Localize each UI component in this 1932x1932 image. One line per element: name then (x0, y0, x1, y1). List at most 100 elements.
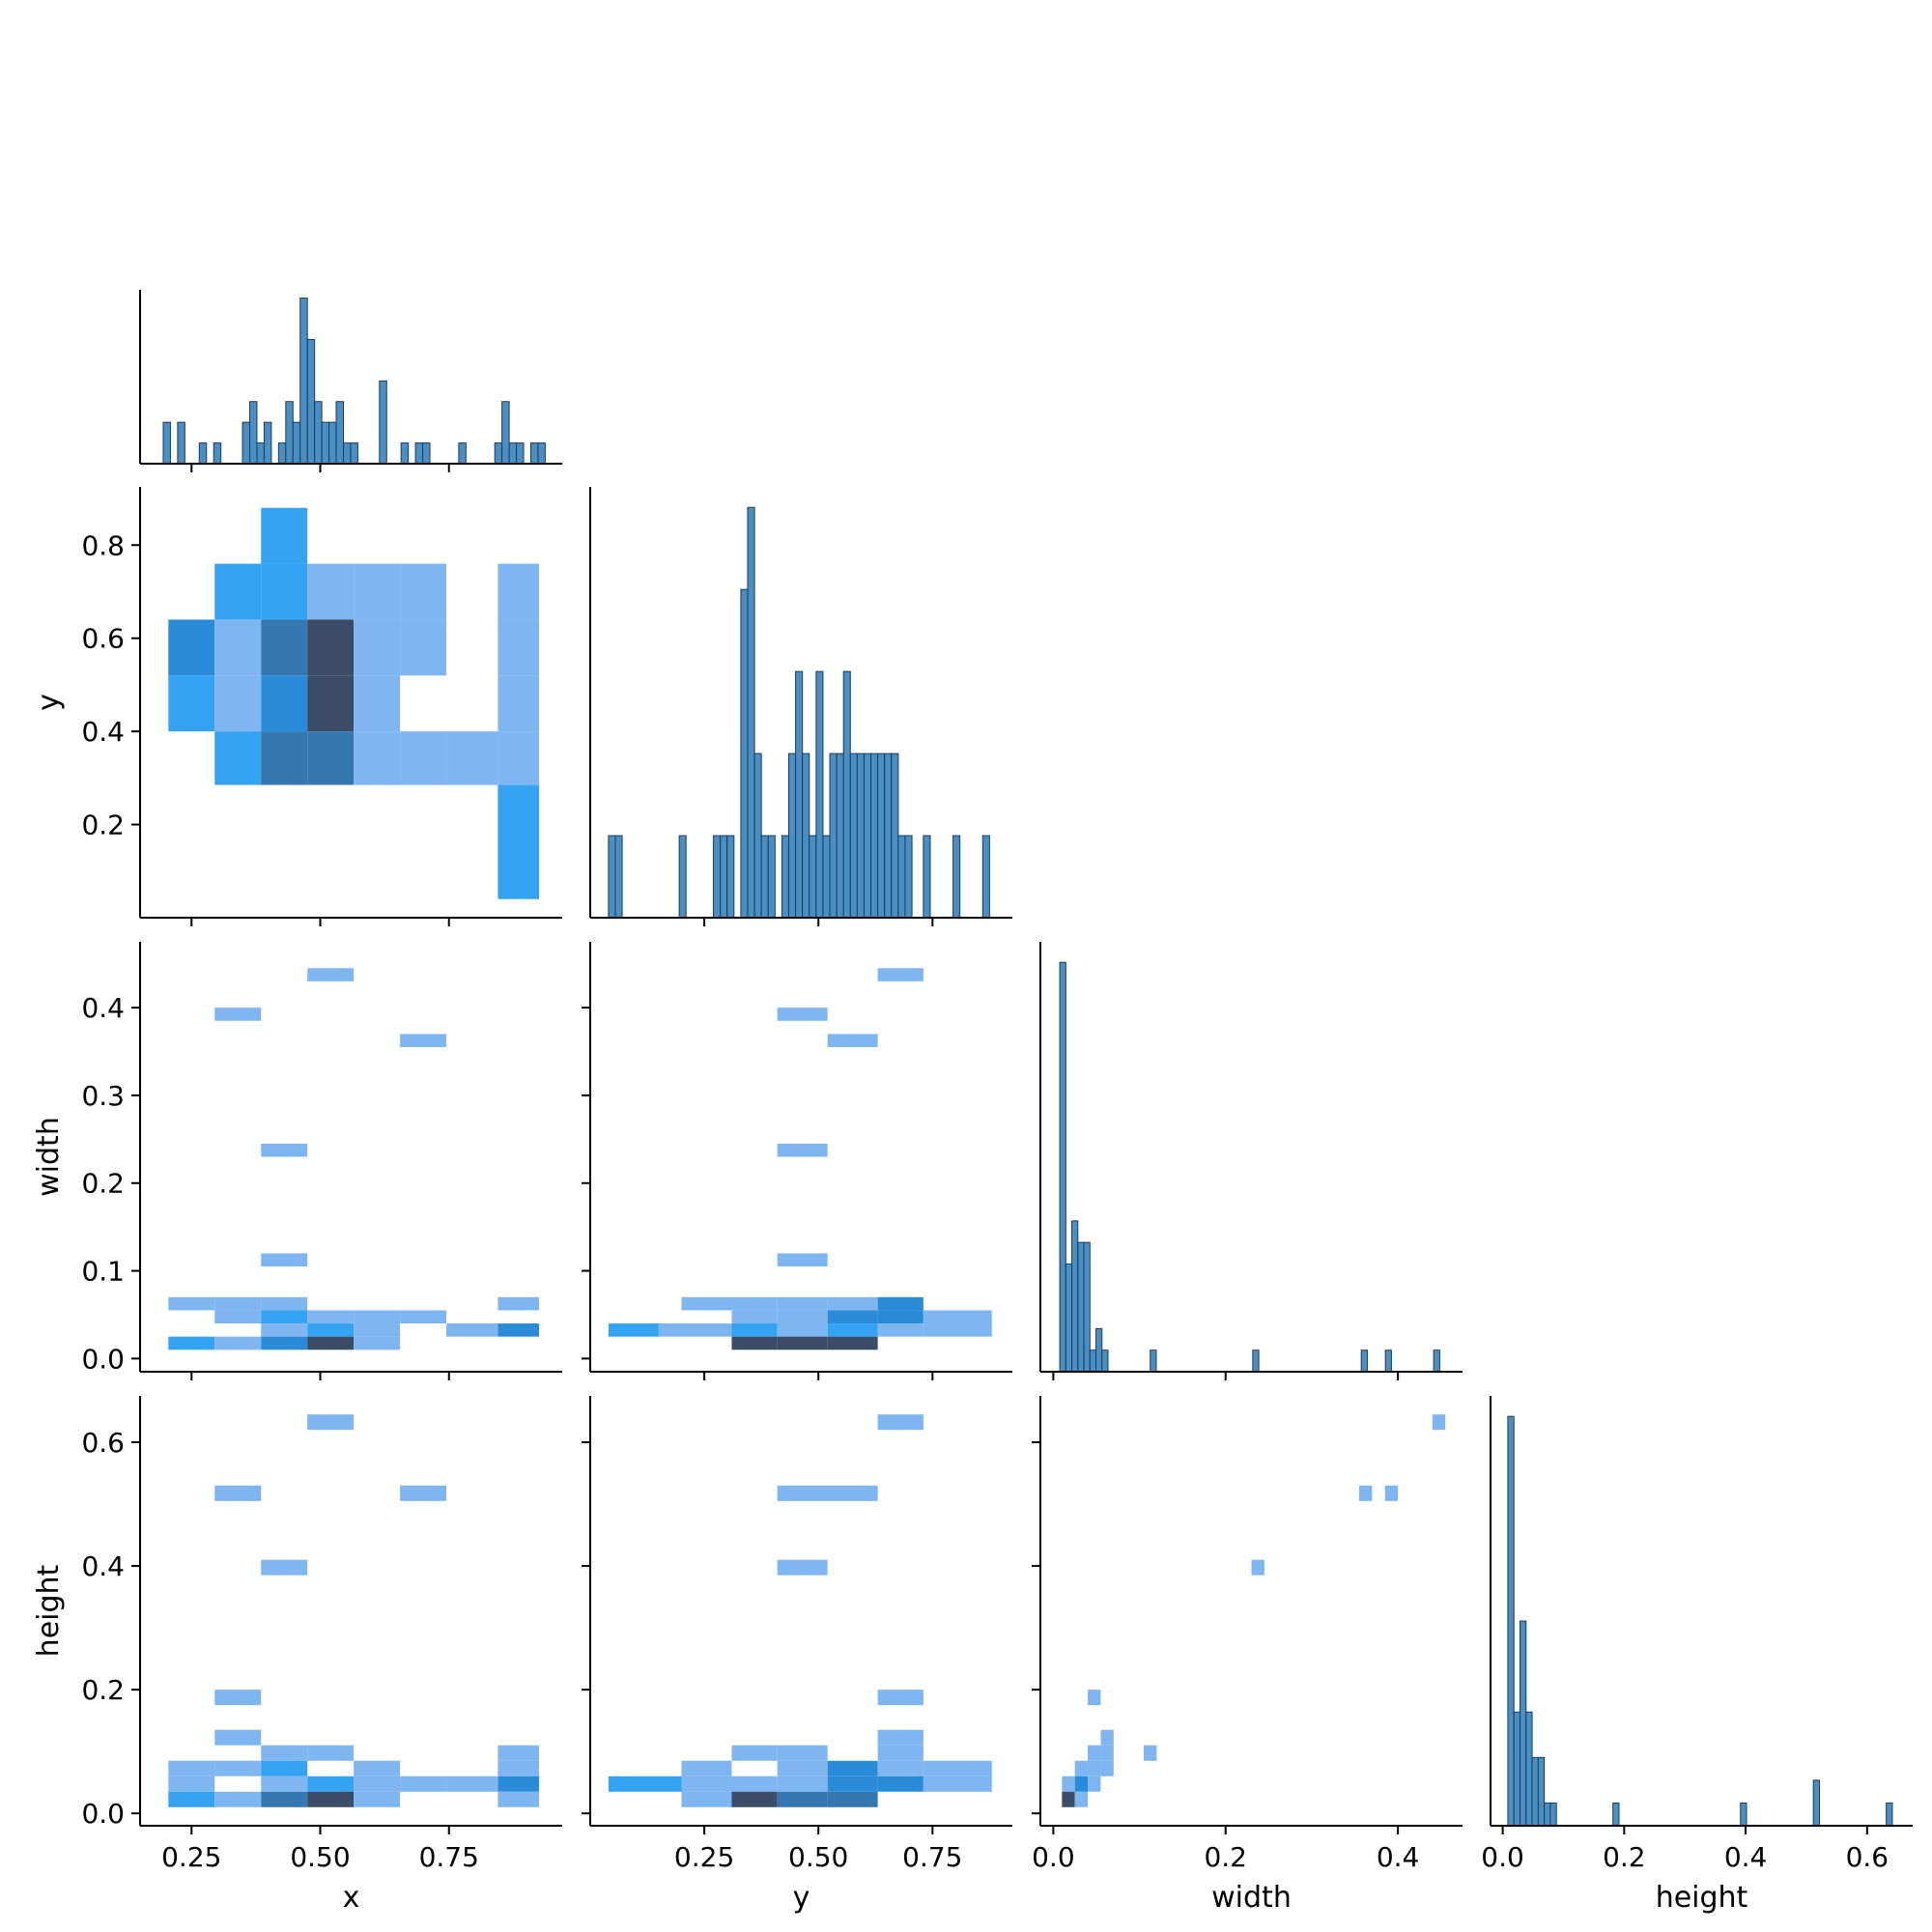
hist2d-cell (1100, 1745, 1114, 1761)
hist-bar (1252, 1350, 1260, 1373)
hist2d-width-vs-x: 0.0 0.1 0.2 0.3 0.4 (81, 942, 562, 1380)
hist2d-cell (168, 619, 215, 676)
hist2d-cell (877, 1729, 923, 1746)
x-tick-label: 0.4 (1724, 1841, 1768, 1873)
hist-bar (1544, 1802, 1551, 1827)
hist-bar (263, 421, 272, 465)
hist-bar (897, 835, 906, 919)
hist-bar (760, 835, 769, 919)
hist-bar (508, 442, 518, 465)
x-axis-label-width: width (1211, 1881, 1292, 1915)
hist2d-cell (1358, 1485, 1373, 1501)
hist2d-cell (307, 1776, 355, 1792)
hist2d-cell (307, 675, 355, 732)
hist2d-cell (307, 1414, 355, 1431)
hist2d-cell (497, 1776, 540, 1792)
hist2d-cell (307, 968, 355, 981)
diag-hist-x (139, 290, 562, 472)
hist-bar (1740, 1802, 1747, 1827)
hist2d-cell (497, 784, 540, 899)
hist2d-cell (354, 1310, 401, 1324)
hist2d-height-vs-x: 0.25 0.50 0.75 0.0 0.2 0.4 0.6 (81, 1396, 562, 1873)
hist-bar (1071, 1220, 1079, 1373)
hist-bar (458, 442, 467, 465)
hist2d-cell (400, 619, 447, 676)
hist2d-cell (658, 1323, 682, 1337)
hist2d-cell (261, 1253, 308, 1267)
y-tick-label: 0.4 (81, 1550, 125, 1582)
hist2d-cell (168, 1760, 215, 1776)
hist2d-cell (307, 1336, 355, 1350)
hist2d-cell (354, 731, 401, 785)
hist-bar (767, 835, 776, 919)
hist-bar (614, 835, 623, 919)
hist2d-cell (354, 1760, 401, 1776)
diag-hist-y (589, 487, 1012, 926)
hist-bar (904, 835, 913, 919)
hist2d-cell (307, 1745, 355, 1761)
hist-bar (877, 753, 886, 919)
x-tick-label: 0.25 (161, 1841, 221, 1873)
hist2d-cell (1100, 1729, 1114, 1746)
hist2d-cell (827, 1336, 878, 1350)
hist-bar (815, 670, 824, 919)
y-tick-label: 0.6 (81, 623, 125, 655)
hist2d-cell (261, 1296, 308, 1311)
hist2d-cell (608, 1323, 659, 1337)
hist-bar (1549, 1802, 1557, 1827)
hist-bar (1059, 961, 1066, 1373)
hist-bar (1433, 1350, 1440, 1373)
x-axis-label-x: x (343, 1881, 360, 1915)
hist-bar (277, 442, 287, 465)
hist2d-cell (1100, 1760, 1114, 1776)
hist2d-cell (777, 1296, 828, 1311)
hist-bar (1083, 1241, 1091, 1373)
hist2d-cell (877, 1690, 923, 1706)
hist-bar (1525, 1711, 1533, 1827)
x-tick-label: 0.75 (419, 1841, 479, 1873)
y-tick-label: 0.8 (81, 529, 125, 561)
hist-bar (856, 753, 865, 919)
hist2d-cell (168, 1791, 215, 1807)
hist2d-cell (497, 1791, 540, 1807)
hist2d-cell (777, 1336, 828, 1350)
hist-bar (1150, 1350, 1157, 1373)
hist2d-cell (1251, 1559, 1264, 1576)
hist2d-cell (400, 731, 447, 785)
hist2d-width-vs-y (582, 942, 1012, 1380)
hist2d-cell (681, 1760, 732, 1776)
hist2d-cell (731, 1745, 778, 1761)
hist2d-cell (354, 1336, 401, 1350)
hist2d-cell (307, 1791, 355, 1807)
hist2d-cell (446, 731, 498, 785)
hist2d-y-vs-x: 0.2 0.4 0.6 0.8 (81, 487, 562, 926)
hist2d-cell (877, 1296, 923, 1311)
hist2d-cell (1074, 1791, 1089, 1807)
hist2d-cell (168, 1296, 215, 1311)
hist2d-cell (168, 1776, 215, 1792)
hist-bar (321, 421, 330, 465)
hist2d-cell (261, 507, 308, 564)
hist-bar (836, 753, 844, 919)
hist-bar (842, 670, 851, 919)
hist2d-cell (446, 1323, 498, 1337)
hist-bar (781, 835, 790, 919)
hist-bar (1519, 1620, 1527, 1827)
hist-bar (285, 401, 294, 465)
hist-bar (494, 442, 503, 465)
hist2d-cell (497, 1745, 540, 1761)
hist2d-cell (214, 1485, 262, 1501)
x-tick-label: 0.0 (1481, 1841, 1524, 1873)
hist2d-cell (354, 675, 401, 732)
hist-bar (379, 380, 387, 465)
y-tick-label: 0.6 (81, 1427, 125, 1459)
hist2d-cell (261, 1776, 308, 1792)
hist-bar (292, 421, 301, 465)
hist-bar (713, 835, 722, 919)
y-tick-label: 0.0 (81, 1343, 125, 1375)
y-tick-label: 0.3 (81, 1080, 125, 1112)
hist2d-cell (214, 1008, 262, 1021)
hist2d-cell (261, 563, 308, 620)
hist2d-cell (497, 675, 540, 732)
hist2d-cell (877, 1760, 923, 1776)
